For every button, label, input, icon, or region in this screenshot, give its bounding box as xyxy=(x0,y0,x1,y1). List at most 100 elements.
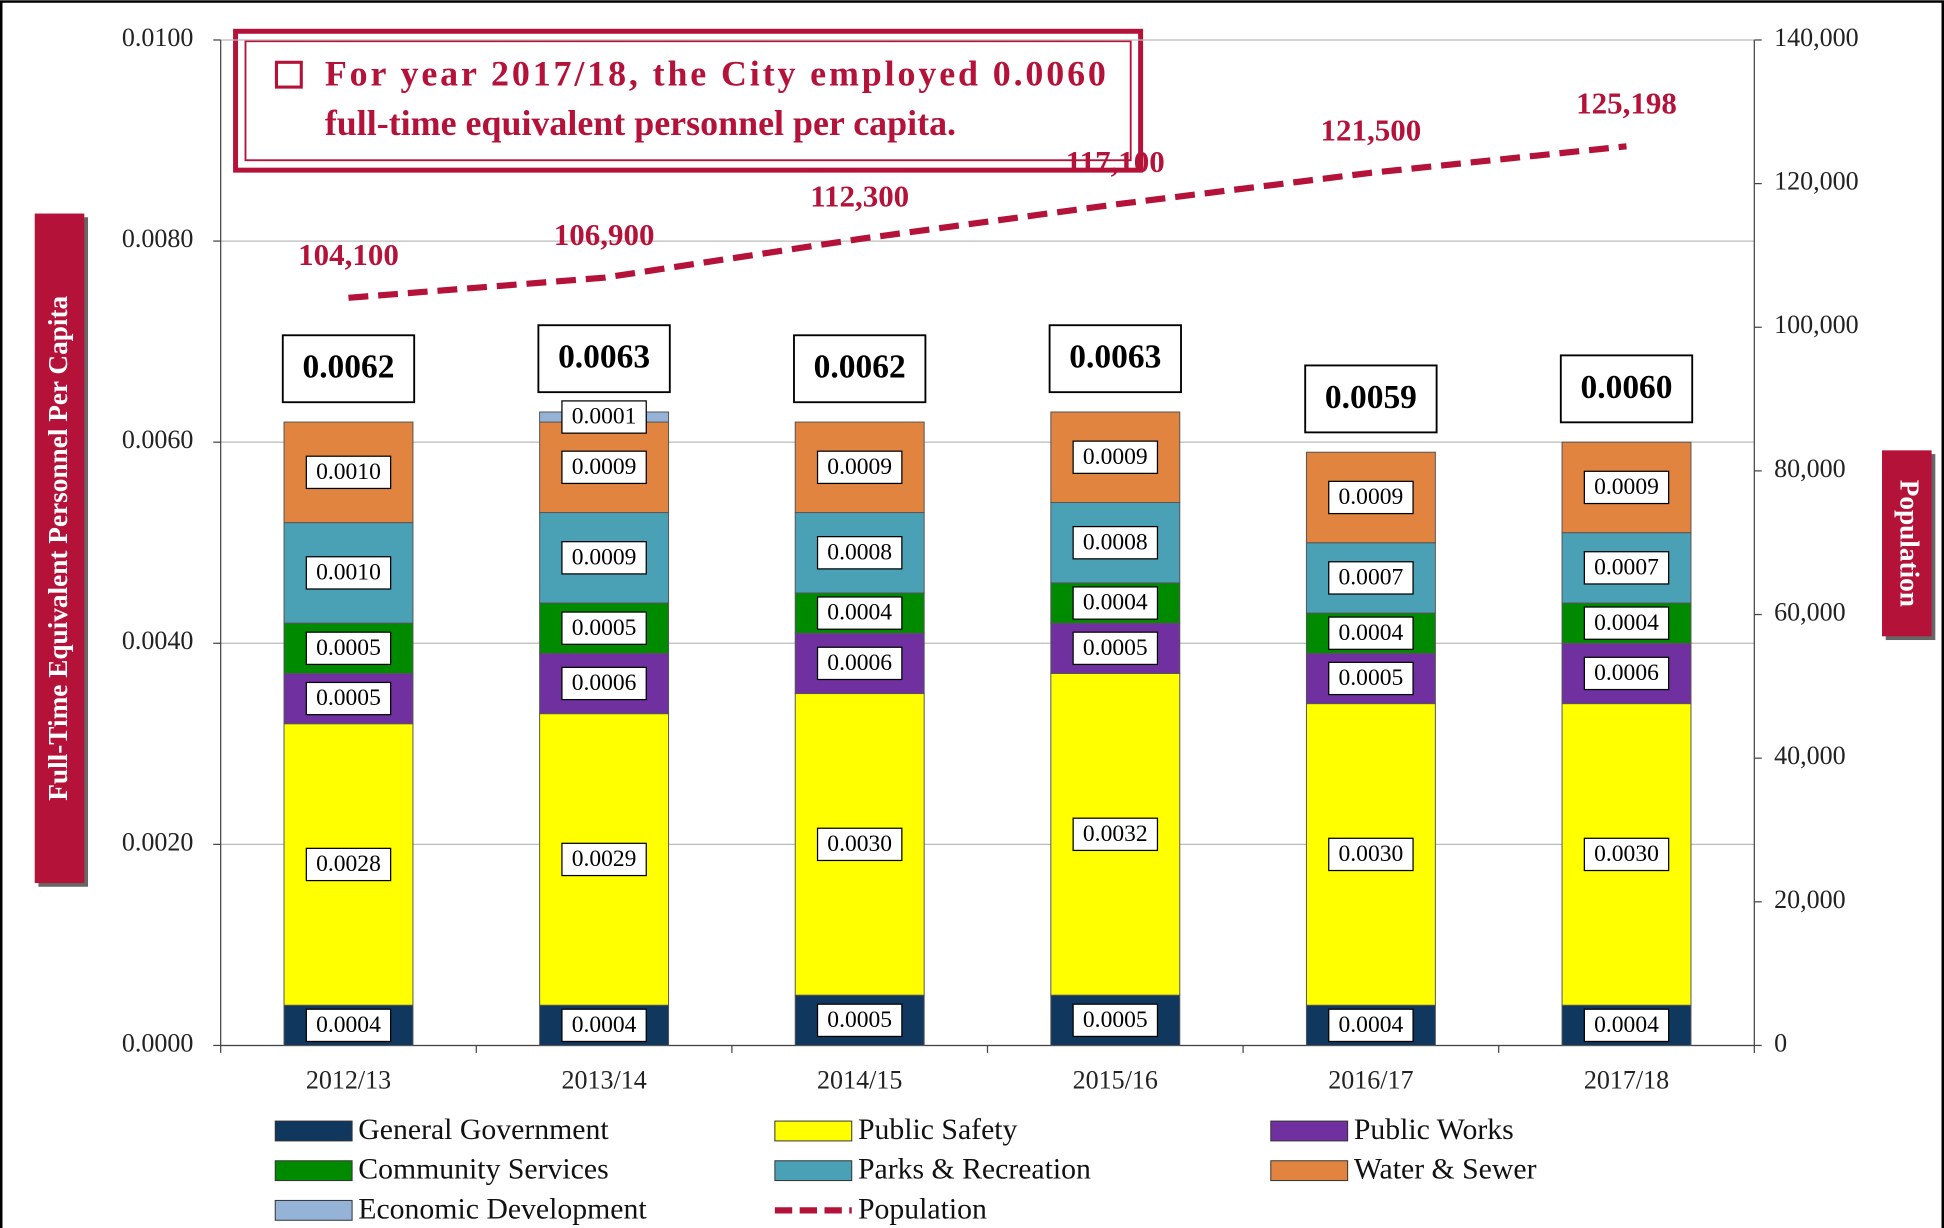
total-label: 0.0060 xyxy=(1580,369,1672,406)
x-tick-label: 2017/18 xyxy=(1584,1066,1669,1095)
segment-label: 0.0009 xyxy=(572,454,637,480)
segment-label: 0.0005 xyxy=(1339,665,1404,691)
segment-label: 0.0028 xyxy=(316,851,381,877)
y2-tick-label: 60,000 xyxy=(1774,598,1846,627)
y2-tick-label: 140,000 xyxy=(1774,23,1859,52)
population-label: 112,300 xyxy=(810,178,909,213)
total-label-box xyxy=(793,334,927,404)
segment-label-box xyxy=(816,827,903,862)
y-axis-title: Full-Time Equivalent Personnel Per Capit… xyxy=(34,213,89,887)
segment-label-box xyxy=(1072,440,1159,474)
segment-label-box xyxy=(305,455,392,490)
population-label: 104,100 xyxy=(298,237,399,272)
legend-label: Public Safety xyxy=(858,1113,1018,1146)
segment-label: 0.0004 xyxy=(1339,1012,1404,1038)
y2-tick-label: 0 xyxy=(1774,1028,1787,1057)
legend-swatch xyxy=(274,1120,353,1142)
y2-tick-label: 100,000 xyxy=(1774,310,1859,339)
segment-label-box xyxy=(1583,551,1670,585)
segment-label: 0.0004 xyxy=(1083,590,1148,616)
segment-label: 0.0009 xyxy=(1594,474,1659,500)
segment-label: 0.0005 xyxy=(572,615,637,641)
segment-label-box xyxy=(561,400,647,434)
population-line xyxy=(348,143,1627,301)
segment-label: 0.0009 xyxy=(827,454,892,480)
segment-label-box xyxy=(1072,586,1159,620)
y2-tick-label: 40,000 xyxy=(1774,741,1846,770)
segment-label-box xyxy=(1583,470,1670,505)
segment-label: 0.0004 xyxy=(827,600,892,626)
segment-label: 0.0007 xyxy=(1594,554,1659,580)
segment-label-box xyxy=(561,450,647,485)
segment-label-box xyxy=(816,450,903,485)
segment-label: 0.0001 xyxy=(572,404,637,430)
y-tick-label: 0.0060 xyxy=(122,425,194,454)
segment-label-box xyxy=(561,666,647,701)
segment-label-box xyxy=(816,1003,903,1038)
total-label: 0.0062 xyxy=(814,349,906,386)
y-tick-label: 0.0000 xyxy=(122,1028,194,1057)
segment-label: 0.0004 xyxy=(1594,610,1659,636)
total-label: 0.0063 xyxy=(1069,339,1161,376)
x-tick-label: 2013/14 xyxy=(561,1066,646,1095)
annotation-box: For year 2017/18, the City employed 0.00… xyxy=(233,28,1144,173)
segment-label-box xyxy=(561,842,647,877)
y-tick-label: 0.0020 xyxy=(122,827,194,856)
segment-label-box xyxy=(1072,631,1159,666)
segment-label-box xyxy=(1583,1008,1670,1043)
legend-label: Parks & Recreation xyxy=(858,1153,1091,1186)
legend-swatch xyxy=(1270,1160,1349,1182)
segment-label: 0.0032 xyxy=(1083,821,1148,847)
segment-label: 0.0030 xyxy=(1339,841,1404,867)
legend-label: Water & Sewer xyxy=(1354,1153,1537,1186)
segment-label: 0.0004 xyxy=(316,1012,381,1038)
segment-label-box xyxy=(305,681,392,716)
legend-label: Community Services xyxy=(358,1153,608,1186)
total-label: 0.0063 xyxy=(558,339,650,376)
population-label: 125,198 xyxy=(1576,86,1677,121)
y2-axis-label: Population xyxy=(1895,480,1925,607)
y-axis-label: Full-Time Equivalent Personnel Per Capit… xyxy=(43,295,73,800)
annotation-line: For year 2017/18, the City employed 0.00… xyxy=(325,53,1106,93)
segment-label: 0.0005 xyxy=(1083,635,1148,661)
segment-label-box xyxy=(1072,1003,1159,1038)
total-label-box xyxy=(281,334,416,404)
total-label-box xyxy=(1559,354,1694,424)
legend-label: Economic Development xyxy=(358,1192,647,1225)
segment-label: 0.0004 xyxy=(1594,1012,1659,1038)
segment-label-box xyxy=(305,847,392,882)
segment-label-box xyxy=(816,536,903,570)
segment-label: 0.0008 xyxy=(827,539,892,565)
segment-label-box xyxy=(305,556,392,590)
population-label: 106,900 xyxy=(554,217,655,252)
y2-tick-label: 20,000 xyxy=(1774,885,1846,914)
segment-label-box xyxy=(1328,661,1414,696)
legend-label: Public Works xyxy=(1354,1113,1514,1146)
population-label: 121,500 xyxy=(1321,112,1422,147)
x-tick-label: 2015/16 xyxy=(1073,1066,1158,1095)
segment-label-box xyxy=(1328,616,1414,650)
segment-label: 0.0004 xyxy=(1339,620,1404,646)
segment-label: 0.0009 xyxy=(1083,444,1148,470)
total-label-box xyxy=(537,324,671,394)
y-tick-label: 0.0100 xyxy=(122,23,194,52)
segment-label: 0.0006 xyxy=(827,650,892,676)
segment-label: 0.0008 xyxy=(1083,529,1148,555)
segment-label-box xyxy=(1072,817,1159,852)
annotation-line: full-time equivalent personnel per capit… xyxy=(325,103,956,143)
total-label: 0.0059 xyxy=(1325,379,1417,416)
legend-swatch xyxy=(774,1160,853,1182)
segment-label: 0.0029 xyxy=(572,846,637,872)
segment-label: 0.0005 xyxy=(316,635,381,661)
segment-label-box xyxy=(305,631,392,666)
population-label: 117,100 xyxy=(1066,144,1165,179)
total-label-box xyxy=(1304,364,1438,434)
x-tick-label: 2016/17 xyxy=(1328,1066,1413,1095)
segment-label: 0.0004 xyxy=(572,1012,637,1038)
segment-label-box xyxy=(816,596,903,630)
total-label: 0.0062 xyxy=(302,349,394,386)
segment-label: 0.0030 xyxy=(1594,841,1659,867)
segment-label: 0.0009 xyxy=(572,544,637,570)
